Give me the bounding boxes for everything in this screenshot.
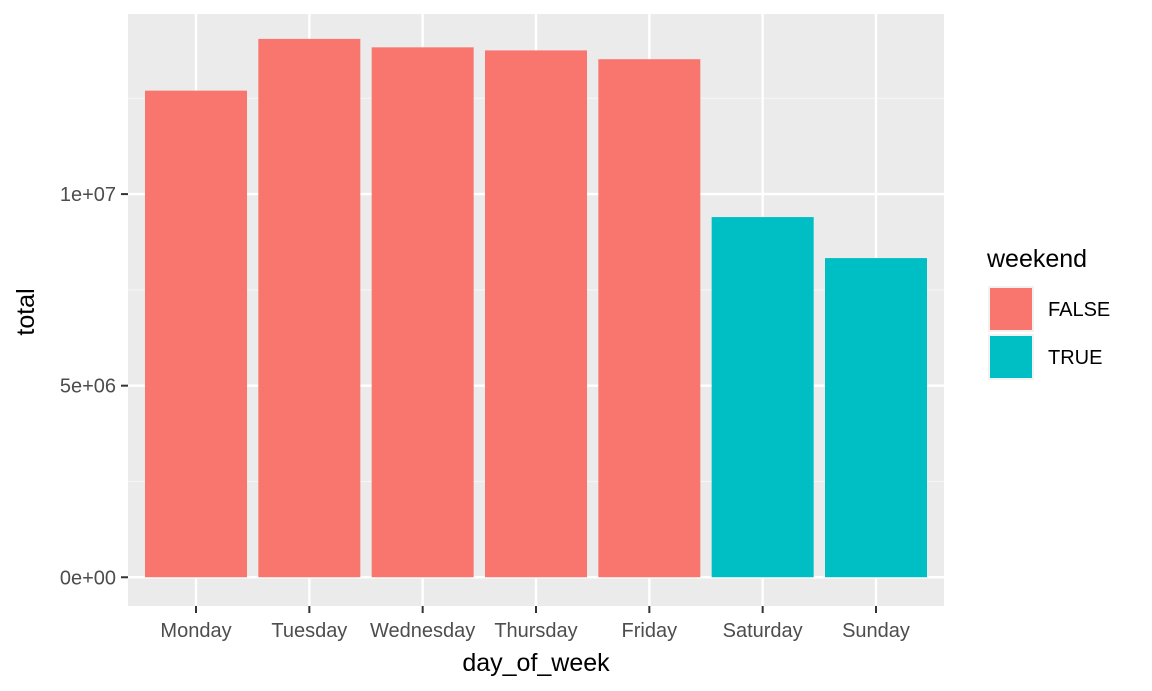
legend-swatch-true (990, 336, 1032, 378)
x-tick-label: Friday (622, 620, 678, 642)
y-tick-label: 1e+07 (60, 184, 116, 206)
x-tick-label: Sunday (842, 620, 910, 642)
legend-label: TRUE (1048, 347, 1102, 369)
bar-thursday (485, 50, 587, 578)
bar-monday (145, 90, 247, 578)
x-tick-label: Thursday (494, 620, 577, 642)
y-axis-title: total (12, 288, 40, 335)
y-tick-label: 0e+00 (60, 567, 116, 589)
plot-panel (128, 14, 944, 606)
x-axis-title: day_of_week (462, 649, 610, 677)
y-tick-label: 5e+06 (60, 376, 116, 398)
bar-wednesday (371, 47, 474, 578)
x-tick-label: Saturday (723, 620, 803, 642)
legend-label: FALSE (1048, 299, 1110, 321)
x-tick-label: Monday (160, 620, 231, 642)
legend-swatch-false (990, 288, 1032, 330)
bar-friday (598, 59, 701, 578)
x-tick-label: Wednesday (370, 620, 475, 642)
y-axis: 0e+00 5e+06 1e+07 (60, 184, 128, 589)
x-tick-label: Tuesday (271, 620, 347, 642)
bar-tuesday (258, 38, 361, 578)
x-axis: Monday Tuesday Wednesday Thursday Friday Satu… (160, 606, 910, 642)
bar-sunday (825, 258, 927, 578)
legend: weekend FALSE TRUE (986, 245, 1110, 380)
legend-title: weekend (986, 245, 1087, 273)
bar-saturday (711, 217, 814, 578)
